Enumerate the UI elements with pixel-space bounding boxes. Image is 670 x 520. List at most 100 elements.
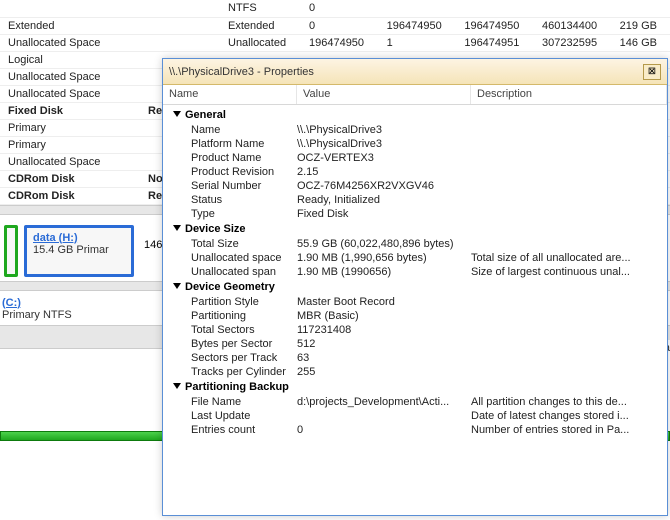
property-group[interactable]: General — [163, 107, 667, 123]
expand-icon — [173, 111, 181, 117]
property-name: Partitioning — [163, 310, 297, 322]
property-value: Master Boot Record — [297, 296, 471, 308]
property-row[interactable]: Total Sectors117231408 — [163, 323, 667, 337]
table-row[interactable]: ExtendedExtended019647495019647495046013… — [0, 17, 670, 34]
column-headers[interactable]: Name Value Description — [163, 85, 667, 105]
property-description — [471, 208, 667, 220]
partition-sliver[interactable] — [4, 225, 18, 277]
property-name: Sectors per Track — [163, 352, 297, 364]
properties-body: GeneralName\\.\PhysicalDrive3Platform Na… — [163, 105, 667, 515]
properties-dialog: \\.\PhysicalDrive3 - Properties ⊠ Name V… — [162, 58, 668, 516]
property-description: Number of entries stored in Pa... — [471, 424, 667, 436]
property-name: Type — [163, 208, 297, 220]
property-value: OCZ-VERTEX3 — [297, 152, 471, 164]
dialog-titlebar[interactable]: \\.\PhysicalDrive3 - Properties ⊠ — [163, 59, 667, 85]
property-description — [471, 166, 667, 178]
property-group[interactable]: Device Geometry — [163, 279, 667, 295]
property-row[interactable]: StatusReady, Initialized — [163, 193, 667, 207]
property-row[interactable]: Partition StyleMaster Boot Record — [163, 295, 667, 309]
property-description — [471, 296, 667, 308]
property-description: Total size of all unallocated are... — [471, 252, 667, 264]
property-name: File Name — [163, 396, 297, 408]
property-description: Size of largest continuous unal... — [471, 266, 667, 278]
property-row[interactable]: File Named:\projects_Development\Acti...… — [163, 395, 667, 409]
close-icon[interactable]: ⊠ — [643, 64, 661, 80]
property-description — [471, 238, 667, 250]
property-row[interactable]: PartitioningMBR (Basic) — [163, 309, 667, 323]
property-value: 1.90 MB (1,990,656 bytes) — [297, 252, 471, 264]
table-row[interactable]: NTFS0 — [0, 0, 670, 17]
expand-icon — [173, 225, 181, 231]
property-description — [471, 138, 667, 150]
dialog-title: \\.\PhysicalDrive3 - Properties — [169, 66, 643, 78]
property-row[interactable]: Total Size55.9 GB (60,022,480,896 bytes) — [163, 237, 667, 251]
property-value: \\.\PhysicalDrive3 — [297, 138, 471, 150]
partition-size: 15.4 GB Primar — [33, 244, 125, 256]
property-name: Total Sectors — [163, 324, 297, 336]
header-name[interactable]: Name — [163, 85, 297, 104]
property-value: OCZ-76M4256XR2VXGV46 — [297, 180, 471, 192]
property-description — [471, 194, 667, 206]
property-description: Date of latest changes stored i... — [471, 410, 667, 422]
property-row[interactable]: Last Update Date of latest changes stored… — [163, 409, 667, 423]
property-name: Tracks per Cylinder — [163, 366, 297, 378]
property-value: d:\projects_Development\Acti... — [297, 396, 471, 408]
property-value: 512 — [297, 338, 471, 350]
property-row[interactable]: Platform Name\\.\PhysicalDrive3 — [163, 137, 667, 151]
property-description — [471, 338, 667, 350]
property-value: 55.9 GB (60,022,480,896 bytes) — [297, 238, 471, 250]
property-description — [471, 366, 667, 378]
property-value: 2.15 — [297, 166, 471, 178]
property-row[interactable]: Sectors per Track63 — [163, 351, 667, 365]
property-row[interactable]: Product Revision2.15 — [163, 165, 667, 179]
property-group[interactable]: Device Size — [163, 221, 667, 237]
property-description — [471, 352, 667, 364]
property-description — [471, 180, 667, 192]
property-row[interactable]: Entries count0Number of entries stored i… — [163, 423, 667, 437]
property-name: Product Revision — [163, 166, 297, 178]
table-row[interactable]: Unallocated SpaceUnallocated196474950119… — [0, 34, 670, 51]
property-name: Status — [163, 194, 297, 206]
header-description[interactable]: Description — [471, 85, 667, 104]
property-value: 1.90 MB (1990656) — [297, 266, 471, 278]
property-name: Serial Number — [163, 180, 297, 192]
property-row[interactable]: Tracks per Cylinder255 — [163, 365, 667, 379]
property-name: Unallocated space — [163, 252, 297, 264]
property-row[interactable]: Name\\.\PhysicalDrive3 — [163, 123, 667, 137]
property-description — [471, 124, 667, 136]
property-row[interactable]: Unallocated space1.90 MB (1,990,656 byte… — [163, 251, 667, 265]
property-description — [471, 152, 667, 164]
partition-title[interactable]: data (H:) — [33, 232, 125, 244]
property-name: Last Update — [163, 410, 297, 422]
property-row[interactable]: Product NameOCZ-VERTEX3 — [163, 151, 667, 165]
partition-box-data[interactable]: data (H:) 15.4 GB Primar — [24, 225, 134, 277]
property-value: Fixed Disk — [297, 208, 471, 220]
property-group[interactable]: Partitioning Backup — [163, 379, 667, 395]
property-description — [471, 324, 667, 336]
property-name: Partition Style — [163, 296, 297, 308]
property-description: All partition changes to this de... — [471, 396, 667, 408]
property-row[interactable]: TypeFixed Disk — [163, 207, 667, 221]
property-name: Unallocated span — [163, 266, 297, 278]
property-row[interactable]: Unallocated span1.90 MB (1990656)Size of… — [163, 265, 667, 279]
property-description — [471, 310, 667, 322]
property-value — [297, 410, 471, 422]
header-value[interactable]: Value — [297, 85, 471, 104]
property-name: Bytes per Sector — [163, 338, 297, 350]
property-value: MBR (Basic) — [297, 310, 471, 322]
property-row[interactable]: Bytes per Sector512 — [163, 337, 667, 351]
property-row[interactable]: Serial NumberOCZ-76M4256XR2VXGV46 — [163, 179, 667, 193]
property-value: 117231408 — [297, 324, 471, 336]
property-value: 63 — [297, 352, 471, 364]
property-value: 255 — [297, 366, 471, 378]
expand-icon — [173, 383, 181, 389]
property-value: Ready, Initialized — [297, 194, 471, 206]
property-name: Product Name — [163, 152, 297, 164]
property-name: Platform Name — [163, 138, 297, 150]
expand-icon — [173, 283, 181, 289]
property-value: 0 — [297, 424, 471, 436]
property-name: Total Size — [163, 238, 297, 250]
property-name: Entries count — [163, 424, 297, 436]
property-name: Name — [163, 124, 297, 136]
property-value: \\.\PhysicalDrive3 — [297, 124, 471, 136]
